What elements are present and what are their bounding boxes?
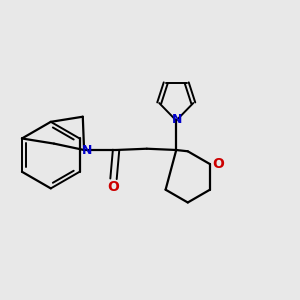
Text: O: O <box>212 157 224 171</box>
Text: O: O <box>108 180 119 194</box>
Text: N: N <box>81 143 92 157</box>
Text: N: N <box>172 113 182 126</box>
